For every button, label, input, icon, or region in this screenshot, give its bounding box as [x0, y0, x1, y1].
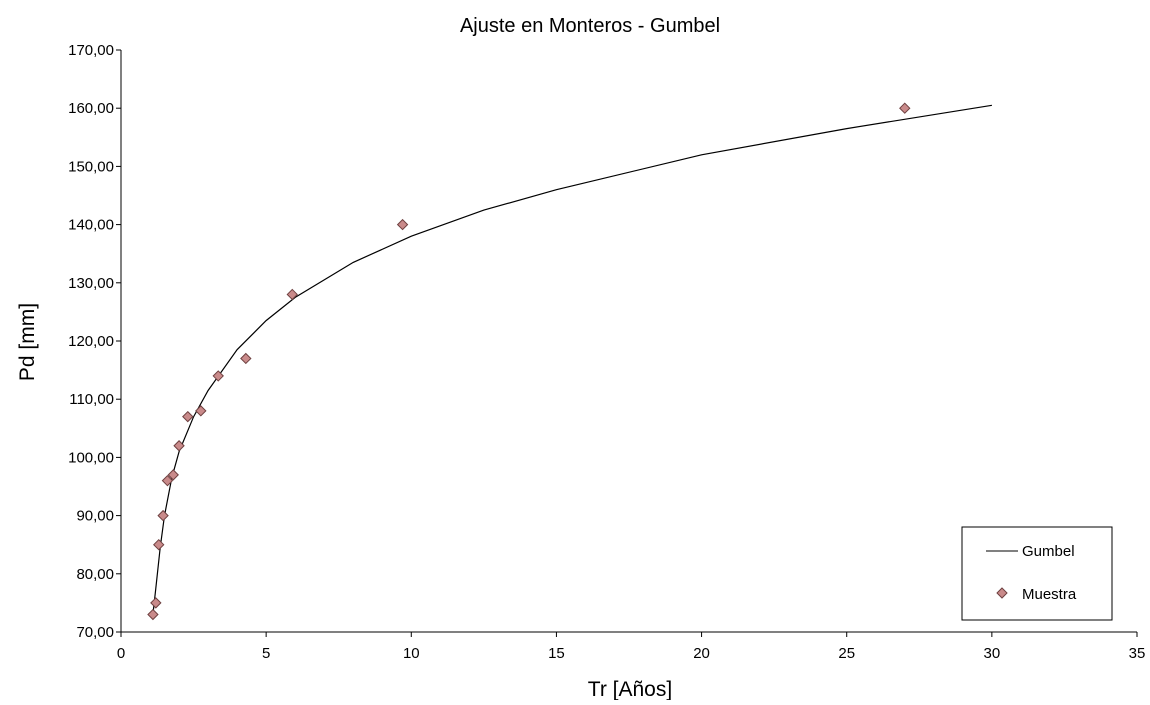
x-tick-label: 25: [838, 645, 855, 662]
y-tick-label: 80,00: [76, 566, 114, 583]
muestra-point: [167, 469, 179, 481]
legend-muestra-marker: [996, 587, 1008, 599]
y-tick-label: 140,00: [68, 217, 114, 234]
y-tick-label: 100,00: [68, 449, 114, 466]
muestra-point: [212, 370, 224, 382]
x-tick-label: 20: [693, 645, 710, 662]
y-tick-label: 130,00: [68, 275, 114, 292]
muestra-point: [396, 218, 409, 231]
x-tick-label: 35: [1129, 645, 1146, 662]
muestra-point: [157, 509, 169, 522]
x-axis-label: Tr [Años]: [588, 678, 672, 700]
muestra-point: [147, 608, 159, 621]
chart-title: Ajuste en Monteros - Gumbel: [460, 15, 720, 37]
y-tick-label: 70,00: [76, 624, 114, 641]
x-tick-label: 10: [403, 645, 420, 662]
muestra-point: [195, 405, 207, 417]
legend-gumbel-label: Gumbel: [1022, 543, 1075, 560]
y-tick-label: 150,00: [68, 158, 114, 175]
muestra-point: [286, 288, 298, 301]
muestra-point: [899, 102, 911, 114]
legend: Gumbel Muestra: [961, 526, 1113, 621]
gumbel-line: [152, 104, 992, 615]
muestra-point: [150, 597, 162, 609]
x-tick-label: 0: [117, 645, 125, 662]
x-tick-label: 30: [984, 645, 1001, 662]
y-tick-label: 90,00: [76, 508, 114, 525]
muestra-point: [240, 352, 252, 365]
muestra-point: [173, 440, 185, 452]
muestra-point: [182, 410, 194, 423]
y-axis-label: Pd [mm]: [16, 303, 39, 381]
legend-muestra-label: Muestra: [1022, 586, 1077, 603]
x-tick-label: 15: [548, 645, 565, 662]
y-tick-label: 110,00: [69, 391, 114, 408]
x-tick-label: 5: [262, 645, 270, 662]
muestra-point: [161, 474, 174, 487]
legend-box: [961, 526, 1113, 621]
y-tick-label: 160,00: [68, 100, 114, 117]
y-tick-label: 120,00: [68, 333, 114, 350]
plot-area: 70,00 80,00 90,00 100,00 110,00 120,00 130,00 1…: [68, 42, 1145, 662]
muestra-point: [153, 538, 165, 551]
y-tick-label: 170,00: [68, 42, 114, 59]
